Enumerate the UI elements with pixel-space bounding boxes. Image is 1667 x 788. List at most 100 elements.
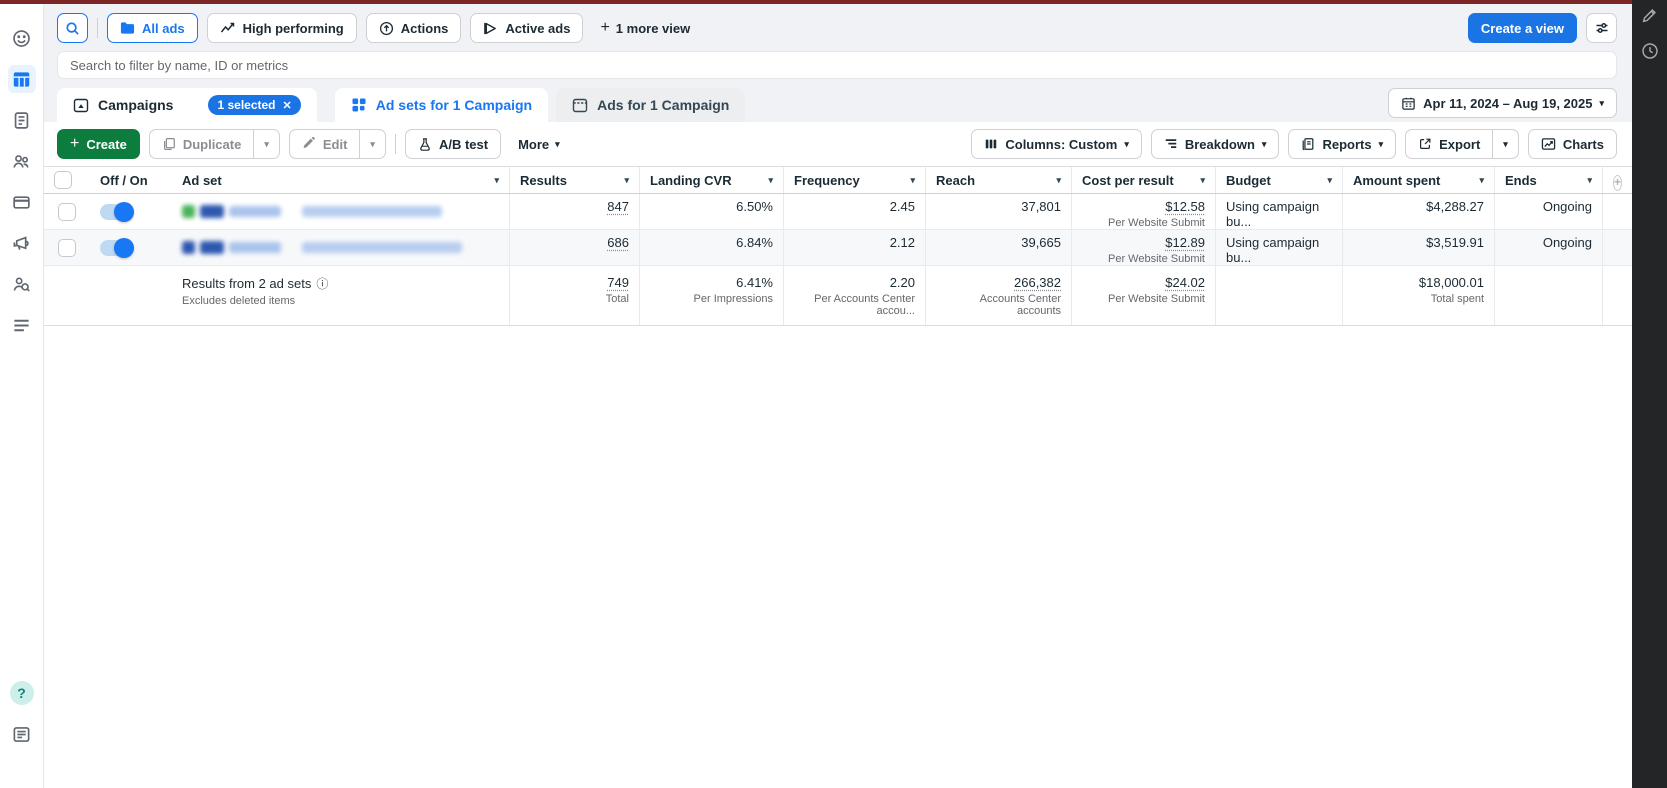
- view-actions[interactable]: Actions: [365, 13, 462, 43]
- view-all-ads[interactable]: All ads: [107, 13, 198, 43]
- campaigns-table-icon[interactable]: [7, 65, 36, 93]
- view-high-performing[interactable]: High performing: [206, 13, 357, 43]
- more-label: More: [518, 136, 550, 152]
- toggle-knob: [114, 237, 134, 258]
- col-frequency[interactable]: Frequency ▾: [784, 167, 926, 193]
- all-tools-icon[interactable]: [8, 311, 36, 339]
- sort-icon[interactable]: ▾: [768, 174, 773, 185]
- close-icon[interactable]: ✕: [282, 99, 292, 112]
- circle-arrow-up-icon: [379, 21, 393, 35]
- results-value[interactable]: 686: [607, 235, 629, 250]
- info-icon[interactable]: ⓘ: [316, 277, 329, 291]
- create-a-view-button[interactable]: Create a view: [1467, 13, 1577, 43]
- ab-test-button[interactable]: A/B test: [404, 129, 502, 159]
- filter-bar: [44, 51, 1632, 79]
- col-ad-set[interactable]: Ad set ▾: [172, 167, 510, 193]
- ad-set-name-cell[interactable]: [172, 230, 510, 265]
- create-button[interactable]: + Create: [57, 129, 140, 159]
- sort-icon[interactable]: ▾: [1056, 174, 1061, 185]
- trend-icon: [220, 22, 234, 33]
- cost-value[interactable]: $12.89: [1165, 235, 1205, 250]
- summary-title: Results from 2 ad sets: [182, 276, 312, 291]
- more-views-link[interactable]: + 1 more view: [592, 19, 698, 37]
- row-checkbox[interactable]: [58, 238, 76, 257]
- summary-results-value[interactable]: 749: [607, 275, 629, 290]
- toolbar-divider: [97, 18, 98, 38]
- select-all-checkbox[interactable]: [54, 171, 72, 189]
- cost-value[interactable]: $12.58: [1165, 199, 1205, 214]
- sort-icon[interactable]: ▾: [1200, 174, 1205, 185]
- row-checkbox[interactable]: [58, 202, 76, 221]
- selected-badge[interactable]: 1 selected ✕: [208, 95, 301, 115]
- sort-icon[interactable]: ▾: [910, 174, 915, 185]
- col-ends[interactable]: Ends ▾: [1495, 167, 1603, 193]
- view-label: Actions: [400, 20, 449, 36]
- audience-insights-icon[interactable]: [8, 270, 36, 298]
- export-button[interactable]: Export: [1406, 130, 1492, 158]
- reports-button[interactable]: Reports ▾: [1288, 129, 1397, 159]
- table-row[interactable]: 686 6.84% 2.12 39,665 $12.89 Per Website…: [44, 230, 1632, 266]
- sort-icon[interactable]: ▾: [494, 174, 499, 185]
- summary-reach-value[interactable]: 266,382: [1014, 275, 1061, 290]
- col-cost-per-result[interactable]: Cost per result ▾: [1072, 167, 1216, 193]
- duplicate-button[interactable]: Duplicate: [150, 130, 254, 158]
- add-column-cell: +: [1603, 167, 1632, 193]
- folder-icon: [120, 22, 135, 34]
- view-settings-button[interactable]: [1586, 13, 1617, 43]
- col-reach[interactable]: Reach ▾: [926, 167, 1072, 193]
- ads-reporting-icon[interactable]: [8, 229, 36, 257]
- pencil-icon[interactable]: [1639, 4, 1661, 26]
- charts-button[interactable]: Charts: [1527, 129, 1617, 159]
- reach-cell: 39,665: [926, 230, 1072, 265]
- ad-set-name-redacted: [200, 205, 224, 218]
- date-range-button[interactable]: Apr 11, 2024 – Aug 19, 2025 ▾: [1388, 88, 1617, 118]
- chevron-down-icon: ▾: [370, 138, 375, 149]
- tab-ads[interactable]: Ads for 1 Campaign: [556, 88, 746, 122]
- more-button[interactable]: More ▾: [510, 137, 568, 152]
- reach-value: 37,801: [1021, 199, 1061, 214]
- col-budget[interactable]: Budget ▾: [1216, 167, 1343, 193]
- columns-label: Columns: Custom: [1005, 136, 1118, 152]
- ad-set-toggle-on[interactable]: [100, 201, 134, 222]
- ad-set-toggle-on[interactable]: [100, 237, 134, 258]
- billing-icon[interactable]: [8, 188, 36, 216]
- columns-button[interactable]: Columns: Custom ▾: [971, 129, 1142, 159]
- col-amount-spent[interactable]: Amount spent ▾: [1343, 167, 1495, 193]
- sort-icon[interactable]: ▾: [624, 174, 629, 185]
- edit-button[interactable]: Edit: [290, 130, 360, 158]
- col-results[interactable]: Results ▾: [510, 167, 640, 193]
- pages-icon[interactable]: [8, 106, 36, 134]
- audiences-icon[interactable]: [8, 147, 36, 175]
- breakdown-button[interactable]: Breakdown ▾: [1150, 129, 1280, 159]
- summary-spacer: [44, 266, 90, 325]
- ad-set-name-cell[interactable]: [172, 194, 510, 229]
- export-dropdown[interactable]: ▾: [1492, 130, 1518, 158]
- help-icon[interactable]: ?: [8, 679, 36, 707]
- tab-campaigns[interactable]: Campaigns 1 selected ✕: [57, 88, 317, 122]
- sort-icon[interactable]: ▾: [1479, 174, 1484, 185]
- duplicate-dropdown[interactable]: ▾: [253, 130, 279, 158]
- updates-icon[interactable]: [8, 720, 36, 748]
- chevron-down-icon: ▾: [264, 138, 269, 149]
- add-column-icon[interactable]: +: [1613, 174, 1623, 191]
- sort-icon[interactable]: ▾: [1327, 174, 1332, 185]
- help-glyph: ?: [9, 681, 34, 705]
- edit-dropdown[interactable]: ▾: [359, 130, 385, 158]
- summary-cost-value[interactable]: $24.02: [1165, 275, 1205, 290]
- tab-ad-sets[interactable]: Ad sets for 1 Campaign: [334, 88, 549, 122]
- col-landing-cvr[interactable]: Landing CVR ▾: [640, 167, 784, 193]
- col-label: Cost per result: [1082, 172, 1174, 188]
- clock-icon[interactable]: [1639, 40, 1661, 62]
- search-button[interactable]: [57, 13, 88, 43]
- ad-sets-table: Off / On Ad set ▾ Results ▾ Landing CVR …: [44, 166, 1632, 326]
- search-input[interactable]: [57, 51, 1617, 79]
- reports-label: Reports: [1322, 136, 1372, 152]
- actionbar-divider: [394, 134, 396, 154]
- summary-cvr-cell: 6.41% Per Impressions: [640, 266, 784, 325]
- account-overview-icon[interactable]: [8, 24, 36, 52]
- sort-icon[interactable]: ▾: [1587, 174, 1592, 185]
- view-active-ads[interactable]: Active ads: [470, 13, 584, 43]
- results-value[interactable]: 847: [607, 199, 629, 214]
- plus-icon: +: [600, 19, 610, 36]
- table-row[interactable]: 847 6.50% 2.45 37,801 $12.58 Per Website…: [44, 194, 1632, 230]
